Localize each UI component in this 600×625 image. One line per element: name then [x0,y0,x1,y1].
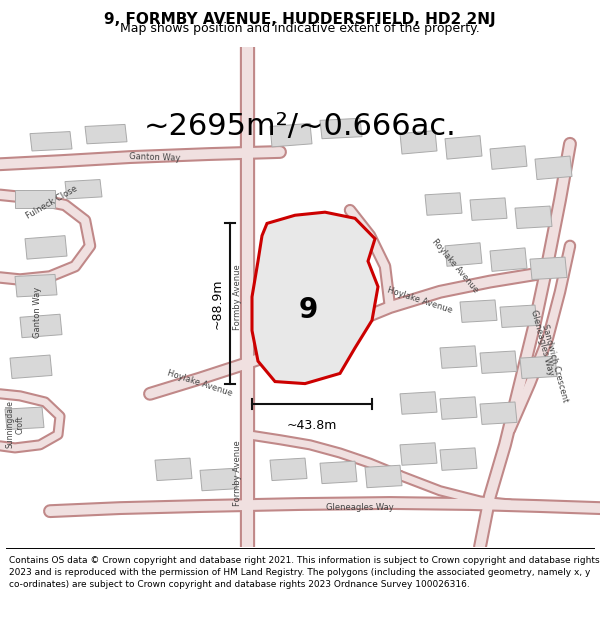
Polygon shape [320,461,357,484]
Polygon shape [270,458,307,481]
Polygon shape [85,124,127,144]
Polygon shape [15,274,57,297]
Polygon shape [10,355,52,379]
Text: Sunningdale
Croft: Sunningdale Croft [5,401,25,448]
Text: ~43.8m: ~43.8m [287,419,337,432]
Polygon shape [535,156,572,179]
Polygon shape [270,123,312,147]
Text: Fulneck Close: Fulneck Close [25,184,79,221]
Polygon shape [200,468,237,491]
Polygon shape [15,190,55,208]
Text: Gleneagles Way: Gleneagles Way [529,309,555,377]
Text: 9, FORMBY AVENUE, HUDDERSFIELD, HD2 2NJ: 9, FORMBY AVENUE, HUDDERSFIELD, HD2 2NJ [104,12,496,27]
Text: 9: 9 [298,296,317,324]
Polygon shape [440,346,477,368]
Polygon shape [440,448,477,471]
Polygon shape [400,442,437,465]
Polygon shape [25,236,67,259]
Polygon shape [155,458,192,481]
Polygon shape [520,356,557,379]
Polygon shape [480,402,517,424]
Text: Contains OS data © Crown copyright and database right 2021. This information is : Contains OS data © Crown copyright and d… [9,556,599,589]
Polygon shape [320,118,362,139]
Polygon shape [5,407,44,429]
Polygon shape [480,351,517,373]
Polygon shape [445,136,482,159]
Polygon shape [65,179,102,199]
Polygon shape [400,131,437,154]
Polygon shape [400,392,437,414]
Text: Map shows position and indicative extent of the property.: Map shows position and indicative extent… [120,22,480,35]
Text: Formby Avenue: Formby Avenue [233,441,241,506]
Text: Ganton Way: Ganton Way [129,152,181,162]
Polygon shape [30,132,72,151]
Polygon shape [20,314,62,338]
Polygon shape [440,397,477,419]
Text: Gleneagles Way: Gleneagles Way [326,503,394,512]
Polygon shape [445,242,482,266]
Text: Formby Avenue: Formby Avenue [233,264,241,330]
Polygon shape [425,192,462,215]
Polygon shape [490,248,527,271]
Polygon shape [530,257,567,279]
Text: Hoylake Avenue: Hoylake Avenue [166,369,234,398]
Polygon shape [252,212,378,384]
Text: Hoylake Avenue: Hoylake Avenue [386,285,454,315]
Polygon shape [365,465,402,488]
Polygon shape [515,206,552,229]
Polygon shape [460,300,497,322]
Polygon shape [470,198,507,221]
Text: ~2695m²/~0.666ac.: ~2695m²/~0.666ac. [143,112,457,141]
Text: Sandwich Crescent: Sandwich Crescent [540,323,570,403]
Text: Ganton Way: Ganton Way [34,286,43,338]
Polygon shape [490,146,527,169]
Text: Roylake Avenue: Roylake Avenue [430,238,480,295]
Polygon shape [500,305,537,328]
Text: ~88.9m: ~88.9m [211,278,223,329]
